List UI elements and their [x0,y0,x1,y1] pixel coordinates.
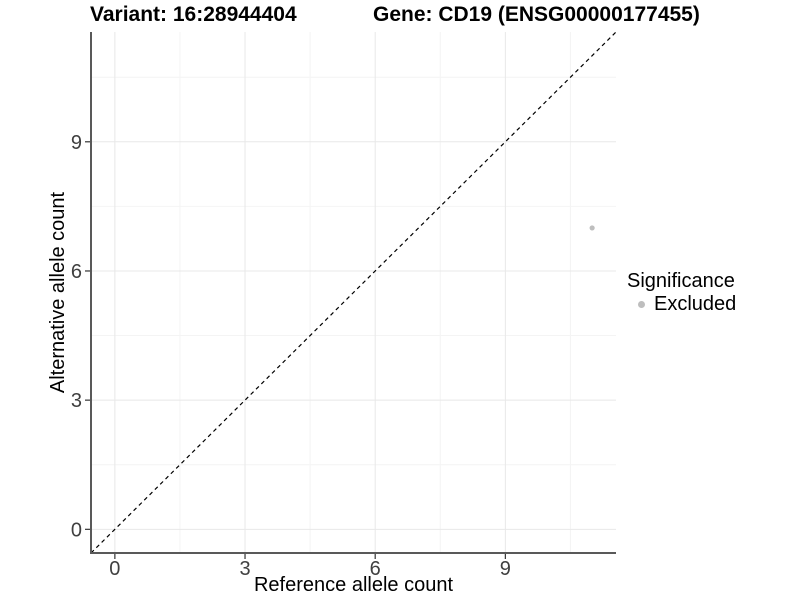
y-tick-label: 0 [71,519,82,541]
y-tick-label: 6 [71,261,82,283]
legend: Significance Excluded [627,270,736,315]
y-axis-title-container: Alternative allele count [38,32,80,553]
legend-item-label: Excluded [654,292,737,315]
identity-reference-line [90,31,617,554]
gene-title: Gene: CD19 (ENSG00000177455) [373,3,700,26]
legend-key-point-icon [638,300,645,308]
plot-title-row: Variant: 16:28944404 Gene: CD19 (ENSG000… [0,0,800,28]
x-tick-label: 3 [239,558,250,580]
variant-title: Variant: 16:28944404 [90,3,297,26]
legend-title: Significance [627,270,735,292]
y-tick-label: 3 [71,390,82,412]
data-point [589,225,595,231]
x-tick-label: 6 [370,558,381,580]
x-tick-label: 0 [109,558,120,580]
y-axis-title: Alternative allele count [47,191,70,394]
x-tick-label: 9 [500,558,511,580]
legend-item-excluded: Excluded [627,293,736,315]
x-axis-title: Reference allele count [253,574,453,596]
y-tick-label: 9 [71,132,82,154]
